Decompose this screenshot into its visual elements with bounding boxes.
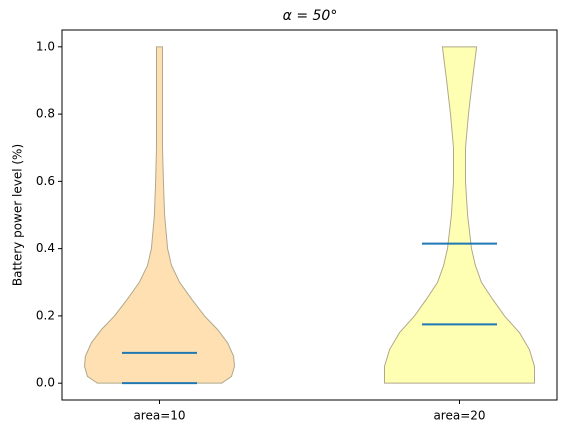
x-tick-label: area=10 [133,409,185,423]
y-tick-label: 0.8 [36,107,55,121]
y-tick-label: 0.6 [36,174,55,188]
y-tick-label: 0.2 [36,308,55,322]
y-axis-label: Battery power level (%) [11,144,25,286]
chart-title: α = 50° [283,8,338,24]
y-tick-label: 1.0 [36,39,55,53]
violin-body [384,46,535,384]
y-tick-label: 0.0 [36,376,55,390]
plot-frame [61,29,558,401]
y-tick-label: 0.4 [36,241,55,255]
x-tick-label: area=20 [433,409,485,423]
violin-body [83,46,236,384]
